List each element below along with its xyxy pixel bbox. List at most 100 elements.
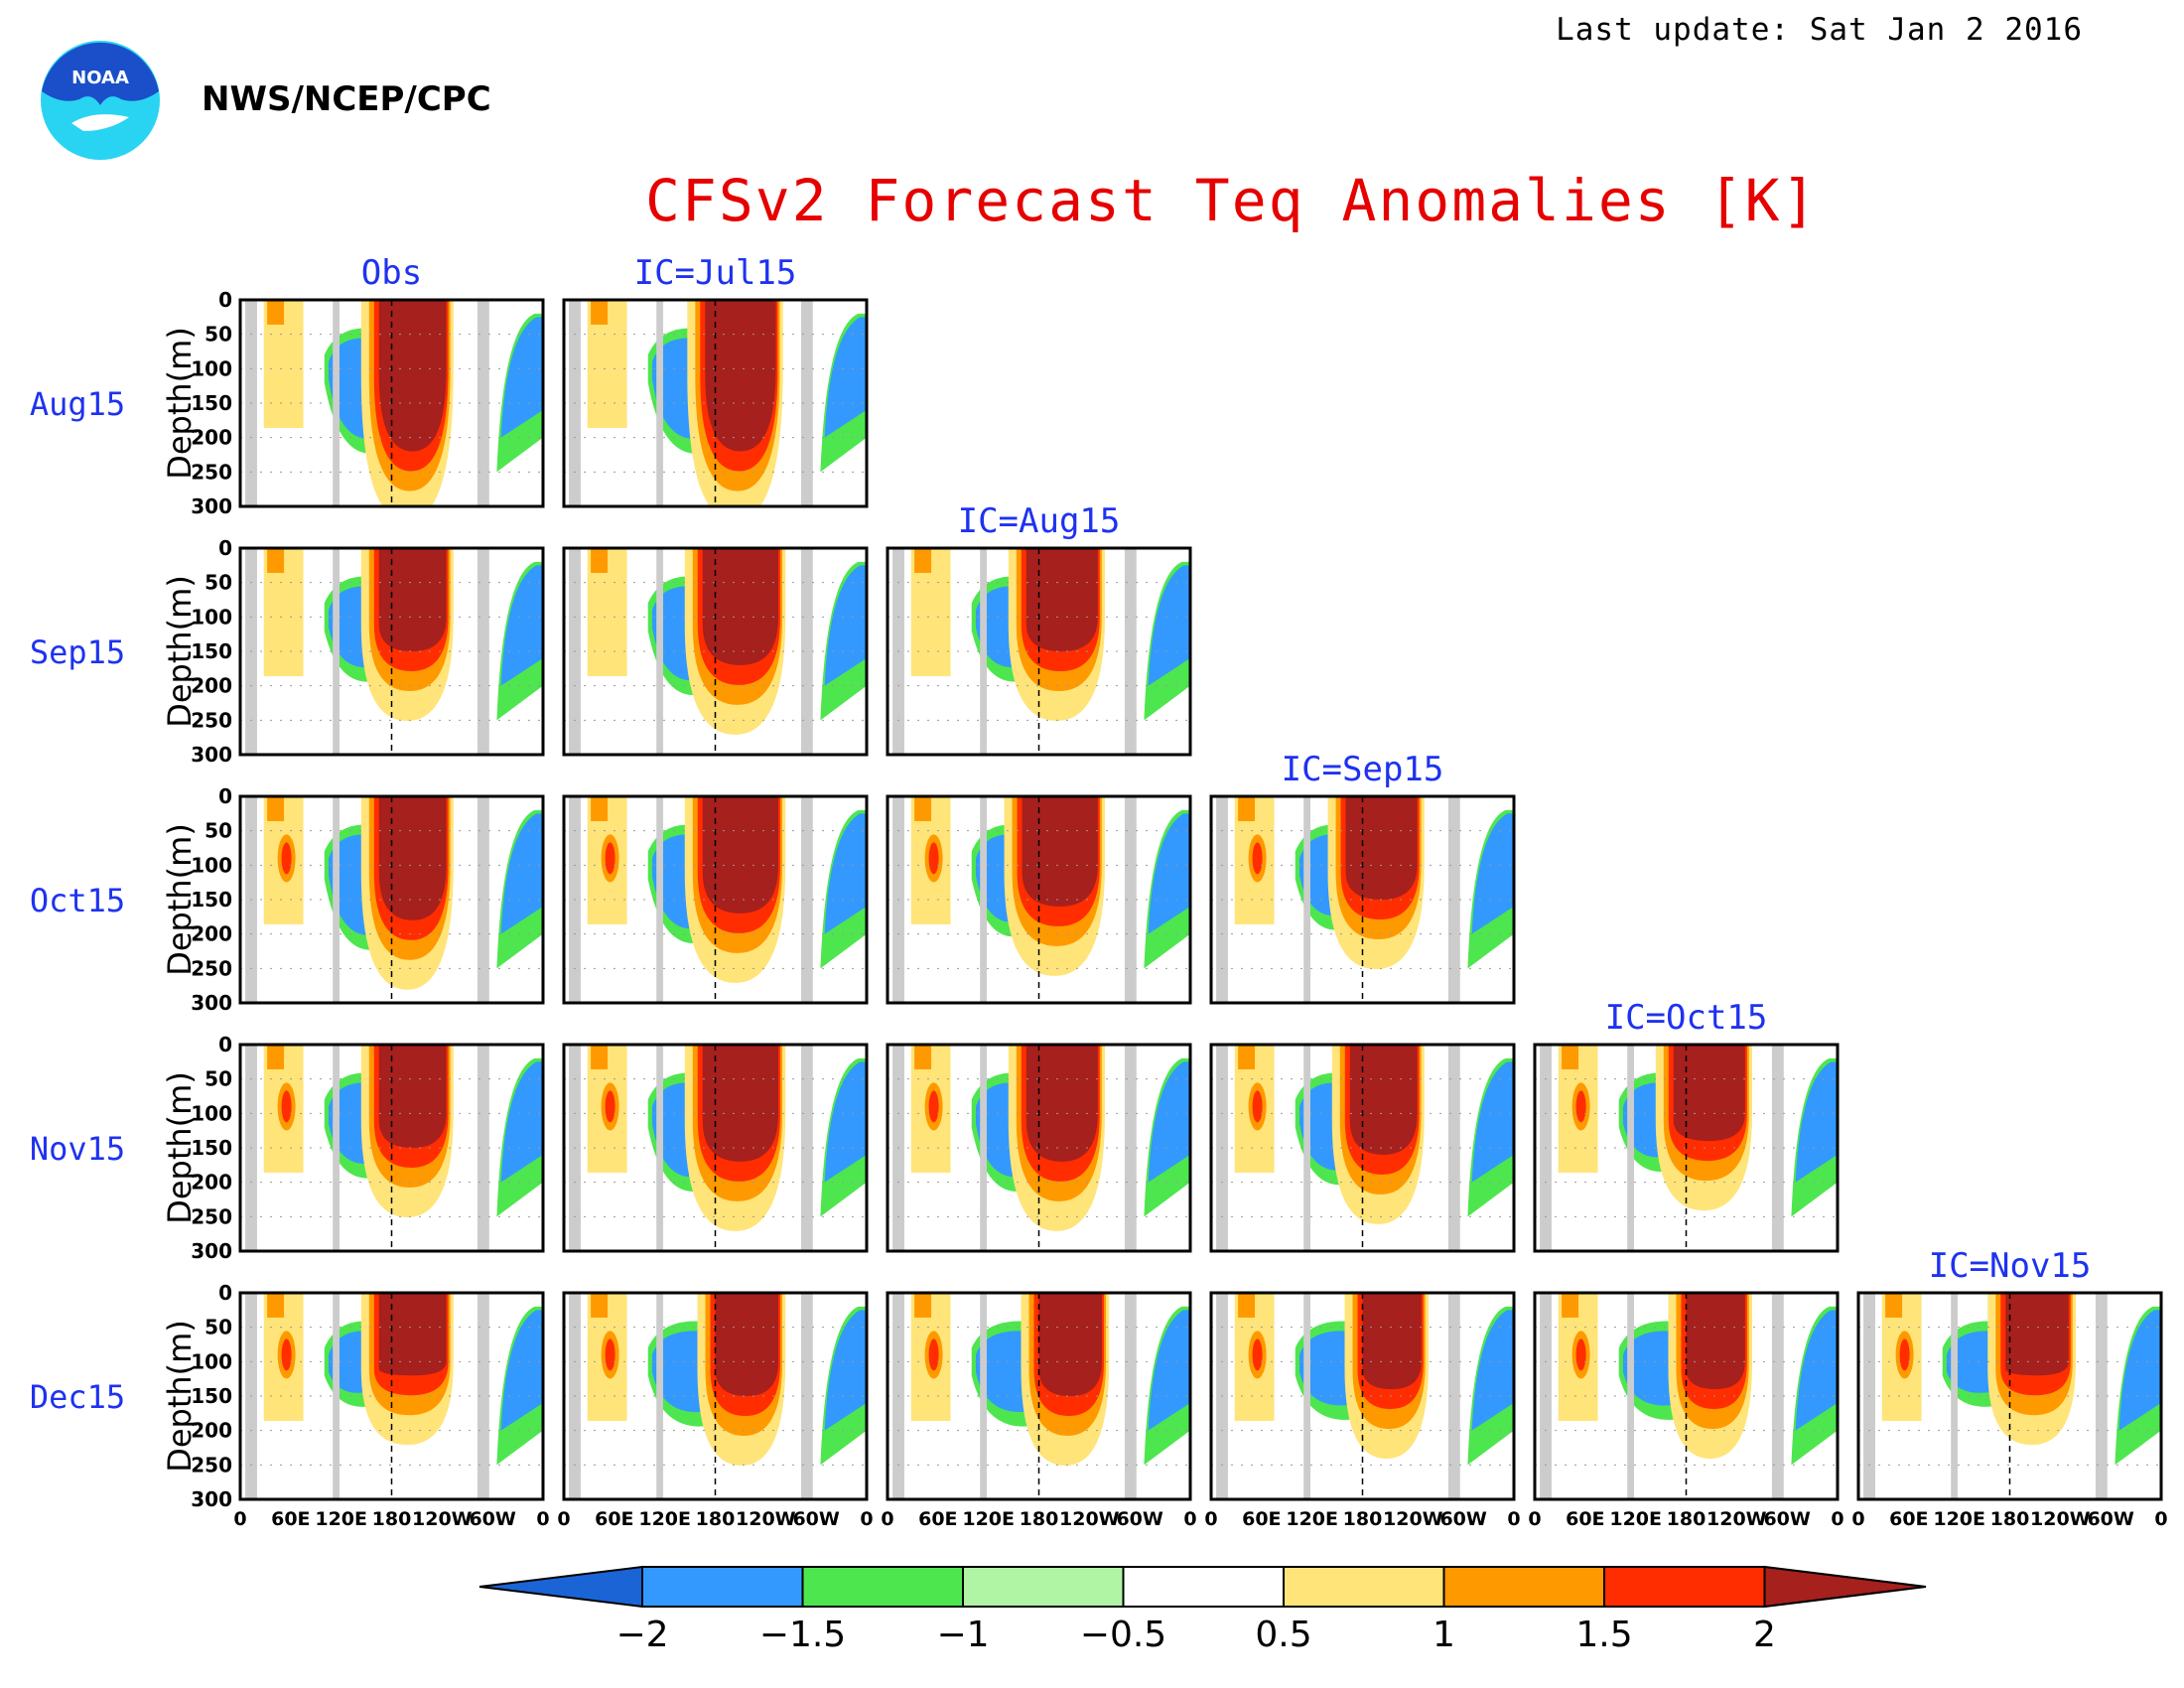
noaa-logo: NOAA: [41, 41, 160, 160]
land-mask: [477, 1045, 489, 1251]
panel-frame: [562, 546, 869, 757]
x-tick-label: 180: [1343, 1508, 1383, 1530]
x-tick-label: 0: [1528, 1508, 1541, 1530]
chart-title: CFSv2 Forecast Teq Anomalies [K]: [645, 167, 1819, 234]
indian-orange-patch: [1238, 1293, 1256, 1318]
x-tick-label: 120E: [315, 1508, 367, 1530]
panel-aug15-ic-jul15: [562, 298, 869, 508]
colorbar-segment: [801, 1566, 964, 1608]
x-tick-label: 60W: [469, 1508, 515, 1530]
panel-oct15-obs: [238, 794, 545, 1005]
row-label: Dec15: [30, 1378, 125, 1416]
y-tick-label: 50: [205, 819, 232, 843]
indian-orange-patch: [591, 796, 609, 821]
y-tick-label: 250: [191, 460, 232, 484]
x-tick-label: 0: [536, 1508, 549, 1530]
x-tick-label: 60E: [595, 1508, 633, 1530]
panel-field: [887, 1045, 1190, 1251]
indian-orange-patch: [914, 796, 932, 821]
x-tick-label: 60E: [271, 1508, 310, 1530]
indian-red-core: [1899, 1338, 1910, 1371]
y-tick-label: 200: [191, 1419, 232, 1443]
land-mask: [477, 300, 489, 506]
y-tick-label: 50: [205, 571, 232, 595]
y-tick-label: 100: [191, 356, 232, 380]
x-tick-label: 0: [2154, 1508, 2167, 1530]
land-mask: [1124, 1045, 1137, 1251]
column-title: Obs: [361, 253, 422, 293]
colorbar-tick-label: −2: [615, 1615, 668, 1655]
x-tick-label: 60W: [1439, 1508, 1486, 1530]
colorbar-segment: [641, 1566, 804, 1608]
panel-frame: [1209, 794, 1516, 1005]
x-tick-label: 60W: [1116, 1508, 1162, 1530]
warm-pool-level-3: [1673, 1045, 1745, 1142]
indian-orange-patch: [914, 548, 932, 573]
atlantic-cold-anomaly: [1795, 1310, 1838, 1431]
colorbar-tick-label: 1.5: [1575, 1615, 1632, 1655]
indian-red-core: [605, 1338, 615, 1371]
x-tick-label: 120W: [412, 1508, 473, 1530]
atlantic-cold-anomaly: [824, 1310, 867, 1431]
indian-orange-patch: [914, 1045, 932, 1069]
y-tick-label: 300: [191, 494, 232, 518]
x-tick-label: 180: [372, 1508, 412, 1530]
x-tick-label: 60W: [792, 1508, 839, 1530]
y-tick-label: 300: [191, 1239, 232, 1263]
colorbar-segment: [962, 1566, 1125, 1608]
agency-name: NWS/NCEP/CPC: [202, 79, 491, 119]
indian-red-core: [1252, 842, 1263, 875]
land-mask: [656, 1293, 663, 1499]
panel-field: [887, 548, 1190, 755]
y-tick-label: 250: [191, 708, 232, 732]
y-tick-label: 50: [205, 323, 232, 347]
land-mask: [477, 1293, 489, 1499]
land-mask: [1447, 1045, 1460, 1251]
panel-frame: [886, 546, 1192, 757]
indian-orange-patch: [267, 548, 285, 573]
panel-field: [564, 300, 867, 506]
y-tick-label: 200: [191, 674, 232, 698]
y-tick-label: 250: [191, 956, 232, 980]
column-title: IC=Oct15: [1605, 998, 1768, 1038]
y-axis-label: Depth(m): [161, 575, 199, 728]
y-axis-label: Depth(m): [161, 1071, 199, 1224]
land-mask: [800, 300, 813, 506]
colorbar-segment: [1283, 1566, 1445, 1608]
atlantic-cold-anomaly: [2118, 1310, 2161, 1431]
atlantic-cold-anomaly: [500, 317, 543, 438]
land-mask: [333, 300, 340, 506]
warm-pool-level-3: [1038, 1293, 1103, 1396]
y-tick-label: 250: [191, 1453, 232, 1477]
land-mask: [1124, 796, 1137, 1003]
colorbar-tick-label: −0.5: [1080, 1615, 1166, 1655]
x-tick-label: 120E: [962, 1508, 1015, 1530]
land-mask: [980, 796, 987, 1003]
land-mask: [333, 796, 340, 1003]
x-tick-label: 0: [233, 1508, 246, 1530]
x-tick-label: 120W: [1383, 1508, 1443, 1530]
colorbar-tick-label: −1: [936, 1615, 989, 1655]
panel-field: [1858, 1293, 2161, 1499]
land-mask: [477, 548, 489, 755]
indian-orange-patch: [591, 1045, 609, 1069]
atlantic-cold-anomaly: [1148, 1310, 1190, 1431]
indian-orange-patch: [1885, 1293, 1903, 1318]
warm-pool-level-3: [702, 548, 779, 665]
colorbar-segment: [1442, 1566, 1605, 1608]
warm-pool-level-3: [378, 1293, 447, 1376]
land-mask: [656, 300, 663, 506]
panel-field: [564, 796, 867, 1003]
warm-pool-level-3: [378, 548, 447, 651]
y-tick-label: 200: [191, 922, 232, 946]
column-title: IC=Aug15: [958, 501, 1121, 541]
atlantic-cold-anomaly: [1148, 565, 1190, 686]
x-tick-label: 0: [557, 1508, 570, 1530]
x-tick-label: 60E: [1566, 1508, 1604, 1530]
panel-nov15-obs: [238, 1043, 545, 1253]
panel-frame: [238, 1043, 545, 1253]
colorbar-low-arrow: [478, 1565, 643, 1609]
panel-frame: [562, 1043, 869, 1253]
atlantic-cold-anomaly: [824, 317, 867, 438]
